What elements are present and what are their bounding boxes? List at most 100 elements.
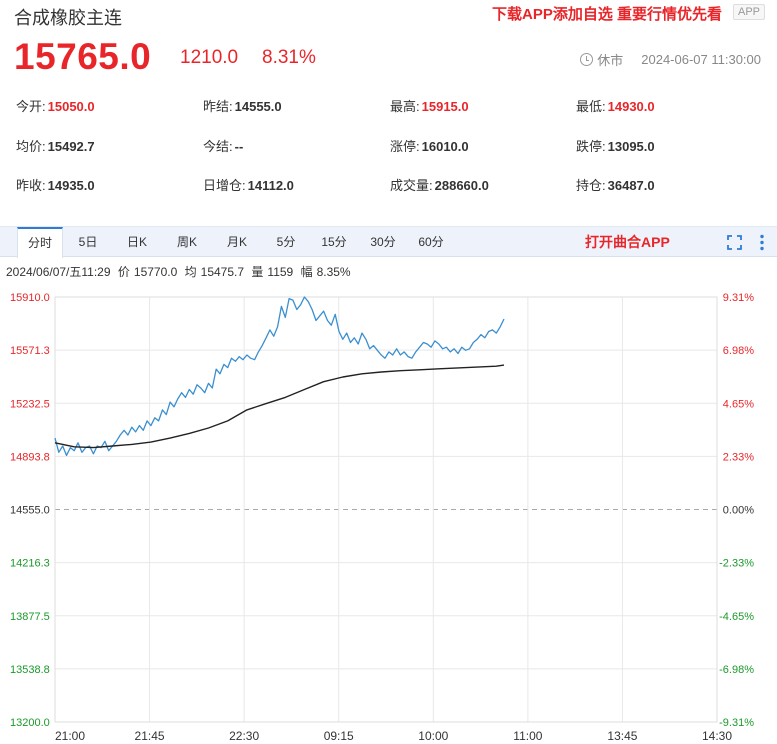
x-tick-label: 14:30 — [702, 729, 732, 743]
stat-value: 14930.0 — [607, 99, 655, 114]
stat-value: 288660.0 — [434, 178, 489, 193]
chart-tabs: 60分 30分 15分 5分 月K 周K 日K 5日 分时 打开曲合APP — [0, 226, 777, 258]
stat-value: 15492.7 — [47, 139, 95, 154]
stats-row: 均价: 15492.7 今结: -- 涨停: 16010.0 跌停: 13095.0 — [0, 136, 777, 158]
y-right-tick-label: -9.31% — [719, 717, 754, 729]
stat-item: 涨停: 16010.0 — [390, 136, 469, 155]
y-tick-label: 14555.0 — [10, 505, 50, 517]
tab-8[interactable]: 60分 — [418, 235, 444, 249]
stat-item: 跌停: 13095.0 — [576, 136, 655, 155]
info-amp-label: 幅 — [300, 265, 313, 279]
stat-value: -- — [234, 139, 244, 154]
stat-item: 最高: 15915.0 — [390, 96, 469, 115]
quote-datetime: 2024-06-07 11:30:00 — [641, 52, 761, 67]
x-tick-label: 22:30 — [229, 729, 259, 743]
stat-label: 最高: — [390, 99, 420, 114]
y-tick-label: 14893.8 — [10, 451, 50, 463]
more-vertical-icon[interactable] — [758, 234, 766, 251]
stat-label: 今结: — [203, 139, 233, 154]
stat-value: 14935.0 — [47, 178, 95, 193]
stat-label: 最低: — [576, 99, 606, 114]
x-tick-label: 10:00 — [418, 729, 448, 743]
page-title: 合成橡胶主连 — [14, 8, 122, 28]
y-tick-label: 15910.0 — [10, 292, 50, 304]
open-app-link[interactable]: 打开曲合APP — [585, 234, 670, 250]
clock-icon — [580, 53, 594, 66]
info-price-label: 价 — [117, 265, 130, 279]
info-vol-label: 量 — [251, 265, 264, 279]
stat-item: 最低: 14930.0 — [576, 96, 655, 115]
x-tick-label: 09:15 — [324, 729, 354, 743]
stat-label: 昨收: — [16, 178, 46, 193]
quote-panel: 15765.0 1210.0 8.31% 休市 2024-06-07 11:30… — [0, 30, 777, 84]
y-right-tick-label: 4.65% — [723, 398, 754, 410]
intraday-chart[interactable]: 15910.0 9.31% 15571.3 6.98% 15232.5 4.65% 1489… — [0, 280, 777, 744]
tab-3[interactable]: 周K — [176, 235, 197, 249]
stat-label: 涨停: — [390, 139, 420, 154]
y-tick-label: 15571.3 — [10, 345, 50, 357]
info-date: 2024/06/07/五11:29 — [6, 265, 111, 279]
stat-item: 昨收: 14935.0 — [16, 175, 95, 194]
info-amp: 8.35% — [316, 265, 351, 279]
stat-label: 持仓: — [576, 178, 606, 193]
stats-row: 昨收: 14935.0 日增仓: 14112.0 成交量: 288660.0 持仓: 3648… — [0, 175, 777, 197]
price-change-percent: 8.31% — [262, 47, 316, 68]
y-right-tick-label: 6.98% — [723, 345, 754, 357]
header: 合成橡胶主连 下载APP添加自选 重要行情优先看 APP — [0, 0, 777, 28]
tab-6[interactable]: 15分 — [321, 235, 347, 249]
market-status-text: 休市 — [597, 53, 624, 68]
info-avg-label: 均 — [184, 265, 197, 279]
stats-row: 今开: 15050.0 昨结: 14555.0 最高: 15915.0 最低: 14930.0 — [0, 96, 777, 118]
y-right-tick-label: 9.31% — [723, 292, 754, 304]
fullscreen-icon[interactable] — [727, 235, 742, 250]
x-tick-label: 11:00 — [513, 729, 542, 743]
tab-1[interactable]: 5日 — [78, 235, 98, 249]
stat-value: 13095.0 — [607, 139, 655, 154]
x-tick-label: 21:00 — [55, 729, 85, 743]
average-line — [54, 364, 505, 449]
intraday-chart-svg[interactable]: 15910.0 9.31% 15571.3 6.98% 15232.5 4.65% 1489… — [0, 280, 777, 744]
plot-frame — [54, 296, 718, 723]
y-tick-label: 13877.5 — [10, 611, 50, 623]
y-right-tick-label: -2.33% — [719, 558, 754, 570]
info-vol: 1159 — [267, 265, 294, 279]
stat-value: 14555.0 — [234, 99, 282, 114]
stat-item: 昨结: 14555.0 — [203, 96, 282, 115]
y-tick-label: 13200.0 — [10, 717, 50, 729]
tab-4[interactable]: 月K — [226, 235, 247, 249]
price-change: 1210.0 — [180, 47, 239, 68]
tab-5[interactable]: 5分 — [276, 235, 296, 249]
stat-value: 36487.0 — [607, 178, 655, 193]
y-tick-label: 14216.3 — [10, 558, 50, 570]
price-line — [54, 296, 505, 457]
tab-7[interactable]: 30分 — [370, 235, 396, 249]
stat-item: 日增仓: 14112.0 — [203, 175, 294, 194]
stat-item: 今开: 15050.0 — [16, 96, 95, 115]
y-right-tick-label: -4.65% — [719, 611, 754, 623]
tab-0[interactable]: 分时 — [17, 227, 63, 258]
download-app-link[interactable]: 下载APP添加自选 重要行情优先看 — [491, 6, 722, 23]
stat-value: 15050.0 — [47, 99, 95, 114]
y-right-tick-label: 2.33% — [723, 451, 754, 463]
info-price: 15770.0 — [133, 265, 178, 279]
stat-label: 均价: — [16, 139, 46, 154]
stat-value: 15915.0 — [421, 99, 469, 114]
market-status: 休市 2024-06-07 11:30:00 — [580, 50, 761, 69]
stat-label: 跌停: — [576, 139, 606, 154]
stat-item: 均价: 15492.7 — [16, 136, 95, 155]
y-right-tick-label: -6.98% — [719, 664, 754, 676]
tab-2[interactable]: 日K — [126, 235, 147, 249]
stat-item: 成交量: 288660.0 — [390, 175, 489, 194]
info-avg: 15475.7 — [200, 265, 245, 279]
crosshair-info: 2024/06/07/五11:29 价 15770.0 均 15475.7 量 115… — [6, 263, 355, 280]
app-badge[interactable]: APP — [732, 4, 765, 20]
stat-item: 持仓: 36487.0 — [576, 175, 655, 194]
stat-item: 今结: -- — [203, 136, 243, 155]
stats-grid: 今开: 15050.0 昨结: 14555.0 最高: 15915.0 最低: 14930.0… — [0, 86, 777, 204]
stat-value: 14112.0 — [247, 178, 294, 193]
x-tick-label: 13:45 — [607, 729, 637, 743]
stat-label: 成交量: — [390, 178, 433, 193]
stat-value: 16010.0 — [421, 139, 469, 154]
stat-label: 昨结: — [203, 99, 233, 114]
y-right-tick-label: 0.00% — [723, 505, 754, 517]
